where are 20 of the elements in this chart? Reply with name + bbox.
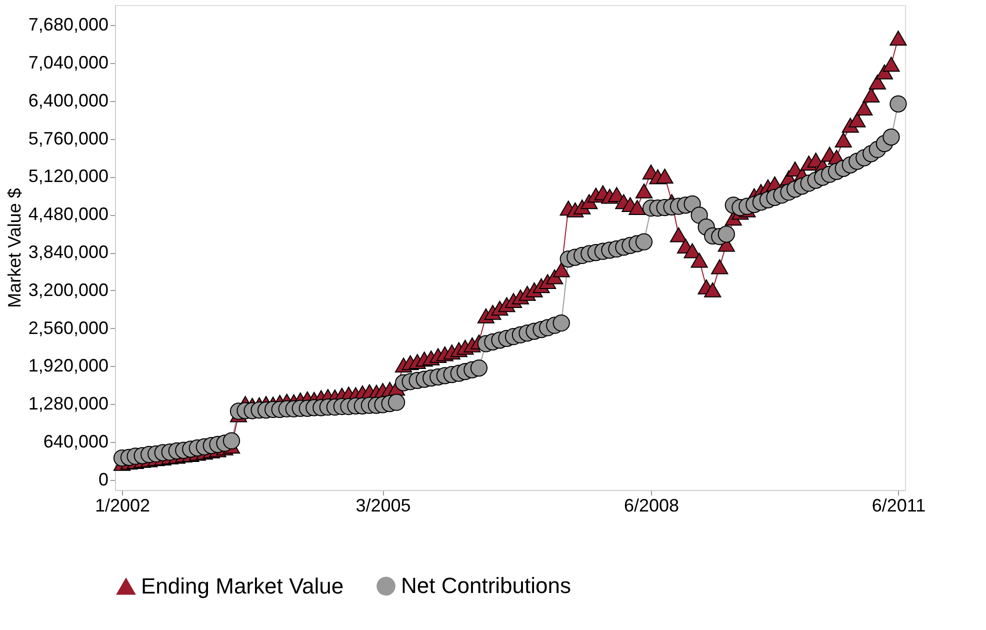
y-tick-label: 4,480,000 <box>28 204 108 224</box>
y-axis-title: Market Value $ <box>4 188 24 308</box>
y-tick-label: 1,920,000 <box>28 356 108 376</box>
y-tick-label: 1,280,000 <box>28 394 108 414</box>
y-tick-label: 0 <box>98 469 108 490</box>
legend-label: Ending Market Value <box>141 574 344 598</box>
y-tick-label: 3,200,000 <box>28 280 108 300</box>
y-tick-label: 6,400,000 <box>28 90 108 110</box>
y-tick-label: 2,560,000 <box>28 318 108 338</box>
x-tick-label: 6/2011 <box>872 496 926 516</box>
x-tick-label: 6/2008 <box>624 496 680 516</box>
y-tick-label: 5,120,000 <box>28 166 108 186</box>
y-tick-label: 3,840,000 <box>28 242 108 262</box>
y-tick-label: 7,040,000 <box>28 52 108 73</box>
y-tick-label: 640,000 <box>43 432 108 452</box>
y-tick-label: 7,680,000 <box>28 14 108 35</box>
x-tick-label: 3/2005 <box>356 496 411 516</box>
legend-label: Net Contributions <box>401 573 571 598</box>
x-tick-label: 1/2002 <box>94 496 150 516</box>
y-tick-label: 5,760,000 <box>28 128 108 148</box>
